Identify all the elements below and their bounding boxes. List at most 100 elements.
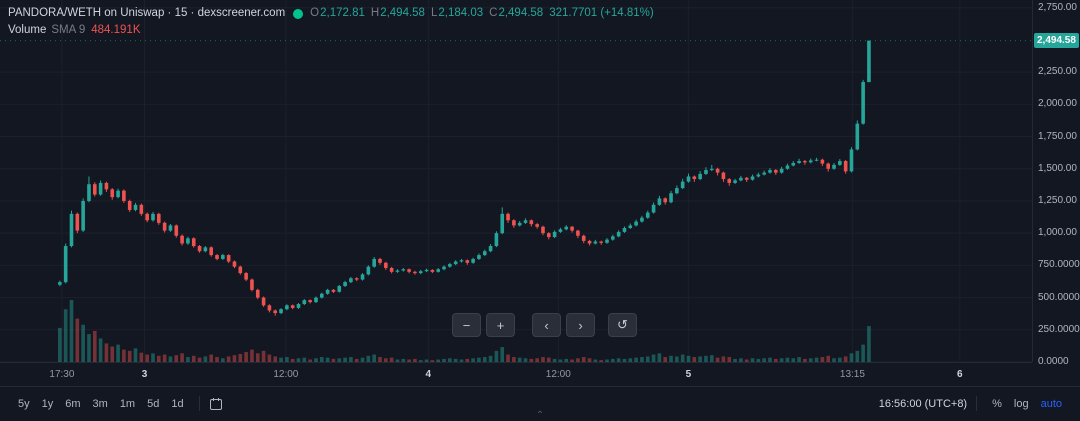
candle-body: [756, 174, 761, 177]
price-axis[interactable]: 2,494.58 2,750.00 2,250.00 2,000.00 1,750.0…: [1032, 0, 1080, 367]
candle-body: [354, 278, 359, 280]
volume-bar: [680, 354, 685, 362]
range-button-5y[interactable]: 5y: [18, 397, 30, 410]
volume-bar: [838, 357, 842, 362]
volume-bar: [488, 355, 493, 362]
volume-bar: [576, 358, 580, 362]
indicator-name[interactable]: Volume: [8, 24, 47, 36]
candle-body: [337, 285, 342, 292]
time-axis-label: 3: [141, 369, 148, 380]
volume-bar: [226, 356, 231, 362]
candle-body: [197, 246, 202, 252]
candle-body: [203, 247, 208, 252]
time-axis-label: 6: [956, 369, 963, 380]
candle-body: [611, 236, 615, 240]
range-button-1m[interactable]: 1m: [119, 397, 136, 410]
volume-bar: [616, 358, 621, 362]
range-button-3m[interactable]: 3m: [92, 397, 108, 410]
candle-body: [803, 161, 807, 163]
volume-bar: [768, 357, 772, 362]
volume-bar: [92, 331, 97, 362]
volume-bar: [611, 358, 615, 362]
candle-body: [366, 266, 371, 275]
candle-body: [622, 228, 627, 232]
range-button-6m[interactable]: 6m: [65, 397, 81, 410]
candle-body: [453, 261, 458, 265]
chart-nav-toolbar: − + ‹ › ↺: [452, 313, 637, 337]
volume-bar: [98, 338, 103, 362]
change-readout: 321.7701 (+14.81%): [549, 7, 654, 19]
candle-body: [191, 238, 196, 247]
candle-body: [87, 184, 91, 201]
candle-body: [581, 235, 586, 241]
candle-body: [465, 260, 470, 263]
candle-body: [867, 40, 871, 83]
go-to-date-icon[interactable]: [209, 397, 223, 411]
percent-scale-button[interactable]: %: [992, 397, 1002, 410]
reset-chart-button[interactable]: ↺: [608, 313, 637, 337]
candle-body: [692, 176, 697, 180]
volume-bar: [867, 326, 871, 362]
volume-bar: [384, 358, 388, 362]
clock-utc[interactable]: 16:56:00 (UTC+8): [878, 397, 968, 410]
scroll-right-button[interactable]: ›: [566, 313, 595, 337]
range-button-1d[interactable]: 1d: [171, 397, 184, 410]
candle-body: [715, 168, 720, 173]
candle-body: [319, 293, 324, 298]
volume-bar: [302, 357, 307, 362]
candle-body: [762, 172, 766, 175]
candle-body: [145, 213, 149, 221]
close-value: 2,494.58: [498, 7, 544, 19]
candle-body: [820, 159, 825, 164]
candle-body: [209, 247, 213, 256]
zoom-out-button[interactable]: −: [452, 313, 481, 337]
volume-bar: [442, 358, 446, 362]
volume-bar: [319, 357, 324, 362]
candle-body: [529, 220, 534, 225]
time-axis[interactable]: 17:30 3 12:00 4 12:00 5 13:15 6: [0, 362, 1032, 387]
volume-bar: [750, 358, 755, 362]
volume-bar: [709, 355, 714, 362]
auto-scale-button[interactable]: auto: [1040, 397, 1062, 410]
volume-bar: [826, 355, 830, 362]
volume-bar: [360, 357, 365, 362]
volume-bar: [366, 355, 371, 362]
volume-bar: [756, 358, 761, 362]
candle-body: [127, 200, 132, 210]
panel-resize-handle[interactable]: ⌃: [535, 410, 545, 421]
chart-panel: PANDORA/WETH on Uniswap · 15 · dexscreen…: [0, 0, 1080, 387]
volume-bar: [785, 357, 790, 362]
volume-bar: [110, 346, 115, 362]
candle-body: [174, 225, 179, 236]
candle-body: [360, 274, 365, 280]
symbol-title[interactable]: PANDORA/WETH on Uniswap · 15 · dexscreen…: [8, 7, 286, 19]
range-button-5d[interactable]: 5d: [147, 397, 160, 410]
range-button-1y[interactable]: 1y: [41, 397, 54, 410]
open-value: 2,172.81: [320, 7, 365, 19]
toolbar-left: 5y 1y 6m 3m 1m 5d 1d: [12, 396, 223, 412]
volume-bar: [779, 358, 784, 362]
volume-bar: [139, 352, 144, 362]
volume-bar: [506, 354, 510, 362]
candle-body: [628, 225, 633, 229]
candle-body: [168, 225, 173, 231]
candle-body: [680, 181, 685, 189]
volume-bar: [186, 357, 190, 362]
volume-bar: [558, 359, 563, 362]
candle-body: [477, 255, 481, 259]
candle-body: [675, 188, 679, 194]
price-chart-canvas[interactable]: [0, 0, 1032, 362]
volume-bar: [389, 357, 394, 362]
volume-bar: [832, 358, 836, 362]
candle-body: [471, 258, 475, 263]
candle-body: [238, 266, 243, 274]
scroll-left-button[interactable]: ‹: [532, 313, 561, 337]
candle-body: [302, 300, 307, 305]
candle-body: [157, 213, 161, 223]
candle-body: [58, 282, 62, 285]
volume-bar: [261, 350, 266, 362]
log-scale-button[interactable]: log: [1013, 397, 1029, 410]
price-axis-label: 250.0000: [1038, 323, 1080, 335]
volume-bar: [762, 358, 766, 362]
zoom-in-button[interactable]: +: [486, 313, 515, 337]
